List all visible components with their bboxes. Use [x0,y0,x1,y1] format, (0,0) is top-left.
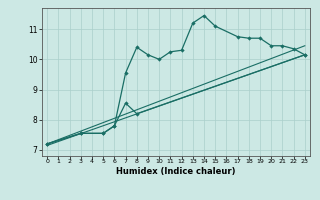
X-axis label: Humidex (Indice chaleur): Humidex (Indice chaleur) [116,167,236,176]
